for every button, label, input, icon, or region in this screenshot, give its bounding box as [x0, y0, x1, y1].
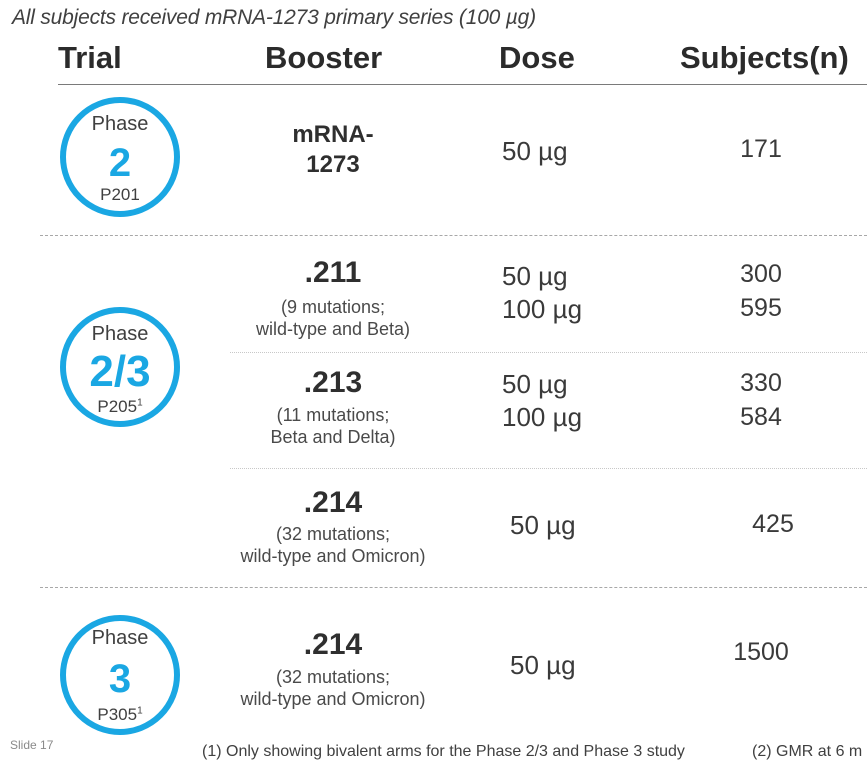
- row-divider: [230, 468, 867, 469]
- subjects-value: 171: [740, 135, 782, 163]
- dose-value: 50 µg: [502, 261, 568, 291]
- subjects-value: 425: [752, 510, 794, 538]
- dose-value: 50 µg: [510, 650, 576, 680]
- trial-phase-number: 3: [108, 657, 132, 701]
- booster-description: (9 mutations; wild-type and Beta): [255, 297, 411, 339]
- booster-description: (32 mutations; wild-type and Omicron): [240, 667, 426, 709]
- subjects-value: 595: [740, 294, 782, 322]
- trial-badge-phase-3: Phase 3 P3051: [60, 615, 180, 735]
- booster-name: .214: [303, 486, 363, 519]
- trial-code: P2051: [97, 397, 143, 416]
- trial-phase-number: 2/3: [89, 347, 151, 396]
- header-booster: Booster: [265, 40, 383, 75]
- trial-badge-phase-2-3: Phase 2/3 P2051: [60, 307, 180, 427]
- trial-code: P201: [100, 185, 140, 204]
- group-divider: [40, 235, 867, 236]
- subjects-value: 584: [740, 403, 782, 431]
- booster-name: .214: [303, 628, 363, 661]
- trial-phase-label: Phase: [91, 627, 149, 649]
- booster-name: .211: [304, 256, 362, 289]
- subjects-value: 1500: [733, 638, 789, 666]
- header-subjects: Subjects(n): [680, 40, 849, 75]
- booster-name: .213: [303, 366, 363, 399]
- group-divider: [40, 587, 867, 588]
- footnote-1: (1) Only showing bivalent arms for the P…: [202, 743, 685, 760]
- trial-code: P3051: [97, 705, 143, 724]
- dose-value: 50 µg: [502, 369, 568, 399]
- trial-phase-label: Phase: [91, 113, 149, 135]
- subtitle: All subjects received mRNA-1273 primary …: [12, 6, 536, 29]
- row-divider: [230, 352, 867, 353]
- booster-description: (32 mutations; wild-type and Omicron): [240, 524, 426, 566]
- slide-number: Slide 17: [10, 738, 54, 752]
- subjects-value: 330: [740, 369, 782, 397]
- dose-value: 50 µg: [502, 136, 568, 166]
- header-divider: [58, 84, 867, 85]
- trial-badge-phase-2: Phase 2 P201: [60, 97, 180, 217]
- booster-description: (11 mutations; Beta and Delta): [270, 405, 396, 447]
- header-trial: Trial: [58, 40, 122, 75]
- booster-name: mRNA- 1273: [292, 121, 374, 178]
- footnote-2: (2) GMR at 6 m: [752, 743, 863, 760]
- trial-phase-label: Phase: [91, 323, 149, 345]
- dose-value: 50 µg: [510, 510, 576, 540]
- trial-phase-number: 2: [108, 141, 132, 185]
- dose-value: 100 µg: [502, 402, 583, 432]
- dose-value: 100 µg: [502, 294, 583, 324]
- header-dose: Dose: [499, 40, 575, 75]
- subjects-value: 300: [740, 260, 782, 288]
